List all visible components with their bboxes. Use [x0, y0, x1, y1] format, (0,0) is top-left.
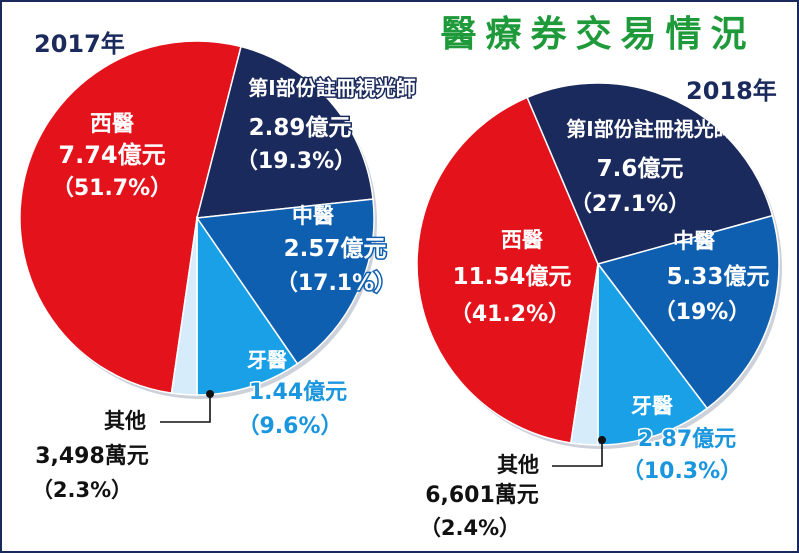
label-2017-western-percent: （51.7%） — [52, 176, 172, 201]
slice-2017-dental — [196, 215, 299, 396]
label-2018-dental-percent: （10.3%） — [622, 459, 742, 484]
labels-2017: 西醫 7.74億元 （51.7%） 第Ⅰ部份註冊視光師 2.89億元 （19.3… — [32, 75, 417, 503]
leader-line-2017-others — [160, 394, 211, 423]
labels-2018: 第Ⅰ部份註冊視光師 7.6億元 （27.1%） 西醫 11.54億元 （41.2… — [420, 117, 770, 540]
slice-2017-others — [170, 217, 198, 396]
slice-2018-others — [569, 263, 599, 446]
label-2017-chinese-amount: 2.57億元 — [284, 235, 387, 262]
label-2018-chinese-percent: （19%） — [654, 300, 751, 325]
label-2018-others-name: 其他 — [497, 453, 539, 477]
label-2017-western-amount: 7.74億元 — [58, 141, 165, 169]
label-2018-others-percent: （2.4%） — [420, 516, 520, 540]
pie-2018 — [416, 82, 782, 449]
label-2018-optometrist-name: 第Ⅰ部份註冊視光師 — [566, 117, 733, 141]
slice-2018-dental — [597, 261, 709, 446]
label-2017-others-amount: 3,498萬元 — [35, 444, 149, 469]
label-2017-optometrist-amount: 2.89億元 — [249, 114, 352, 141]
label-2018-dental-name: 牙醫 — [631, 394, 673, 418]
year-label-2018: 2018年 — [686, 77, 777, 105]
label-2018-others-amount: 6,601萬元 — [425, 483, 539, 508]
label-2017-western-name: 西醫 — [90, 112, 134, 137]
label-2018-dental-amount: 2.87億元 — [638, 426, 736, 452]
slice-2018-western — [416, 96, 599, 444]
leader-line-2018-others — [552, 440, 603, 467]
label-2017-others-name: 其他 — [104, 409, 146, 433]
label-2018-western-name: 西醫 — [501, 228, 543, 252]
pie-2017 — [19, 40, 377, 399]
label-2017-dental-name: 牙醫 — [247, 348, 287, 372]
label-2017-optometrist-percent: （19.3%） — [236, 149, 356, 174]
slice-2017-chinese — [195, 198, 375, 365]
label-2018-optometrist-percent: （27.1%） — [570, 192, 690, 217]
label-2017-chinese-name: 中醫 — [292, 204, 334, 228]
leader-dot-2017-others — [206, 390, 214, 398]
label-2018-western-amount: 11.54億元 — [453, 263, 572, 290]
label-2018-western-percent: （41.2%） — [450, 302, 570, 327]
leader-dot-2018-others — [598, 436, 606, 444]
chart-title: 醫療券交易情況 — [440, 13, 755, 55]
label-2017-chinese-percent: （17.1%） — [276, 271, 396, 296]
label-2017-others-percent: （2.3%） — [32, 478, 132, 502]
slice-2017-western — [19, 40, 242, 395]
label-2018-chinese-name: 中醫 — [673, 229, 715, 253]
year-label-2017: 2017年 — [34, 30, 125, 58]
slice-2018-chinese — [596, 214, 780, 410]
slice-2018-optometrist — [526, 82, 774, 265]
slice-2017-optometrist — [196, 45, 374, 219]
label-2017-dental-amount: 1.44億元 — [249, 379, 347, 405]
label-2018-optometrist-amount: 7.6億元 — [597, 155, 684, 182]
label-2017-optometrist-name: 第Ⅰ部份註冊視光師 — [248, 76, 415, 100]
label-2018-chinese-amount: 5.33億元 — [667, 263, 770, 290]
label-2017-dental-percent: （9.6%） — [237, 414, 342, 439]
